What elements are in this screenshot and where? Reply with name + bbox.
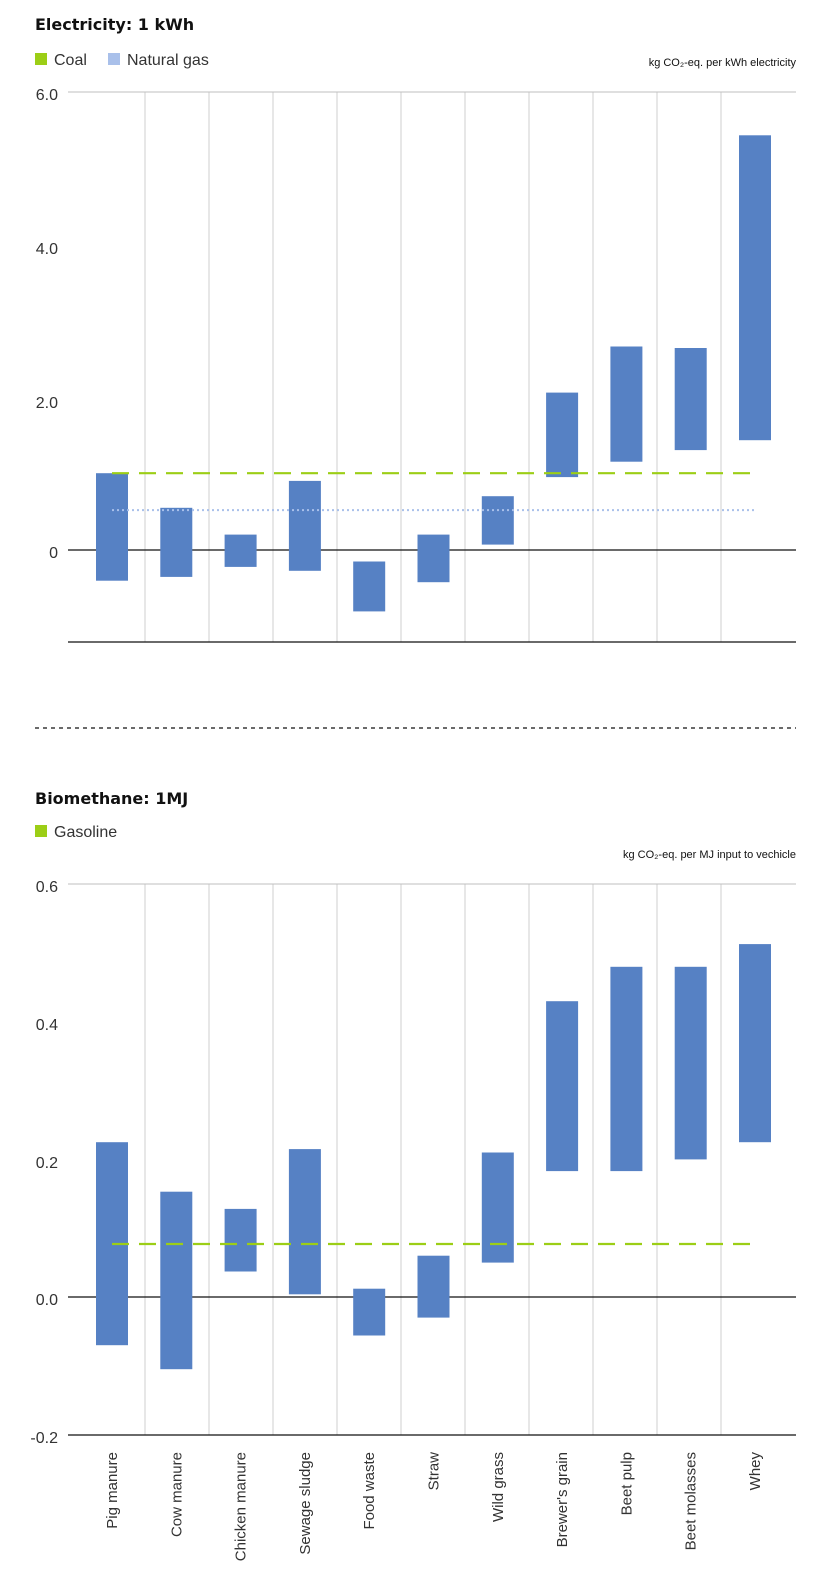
biomethane-ytick-neg-0-2: -0.2 xyxy=(30,1430,58,1447)
category-label-food-waste: Food waste xyxy=(361,1452,378,1530)
electricity-bar-straw xyxy=(417,534,450,583)
biomethane-gridlines xyxy=(144,884,722,1435)
biomethane-bar-wild-grass xyxy=(481,1152,514,1263)
biomethane-bar-brewer-s-grain xyxy=(546,1001,579,1172)
biomethane-bar-beet-molasses xyxy=(674,966,707,1160)
biomethane-ytick-0-0: 0.0 xyxy=(36,1292,58,1309)
electricity-bar-cow-manure xyxy=(160,507,193,577)
category-label-brewer-s-grain: Brewer's grain xyxy=(554,1452,571,1547)
natural-gas-legend-label: Natural gas xyxy=(127,52,209,69)
category-label-sewage-sludge: Sewage sludge xyxy=(297,1452,314,1555)
electricity-bar-chicken-manure xyxy=(224,534,257,567)
electricity-bar-wild-grass xyxy=(481,496,514,545)
biomethane-unit-label: kg CO₂-eq. per MJ input to vechicle xyxy=(623,849,796,861)
biomethane-chart-title: Biomethane: 1MJ xyxy=(35,789,188,808)
electricity-bar-brewer-s-grain xyxy=(546,392,579,478)
electricity-bar-beet-pulp xyxy=(610,346,643,462)
electricity-unit-label: kg CO₂-eq. per kWh electricity xyxy=(649,57,797,69)
electricity-ytick-4: 4.0 xyxy=(36,241,58,258)
electricity-ytick-6: 6.0 xyxy=(36,87,58,104)
biomethane-bar-chicken-manure xyxy=(224,1208,257,1272)
electricity-ytick-0: 0 xyxy=(49,545,58,562)
electricity-bar-food-waste xyxy=(353,561,386,612)
biomethane-bar-whey xyxy=(739,944,771,1143)
natural-gas-legend-swatch xyxy=(108,53,120,65)
category-label-pig-manure: Pig manure xyxy=(104,1452,121,1529)
category-label-cow-manure: Cow manure xyxy=(168,1452,185,1537)
biomethane-bar-cow-manure xyxy=(160,1191,193,1370)
electricity-reference-lines xyxy=(112,472,756,512)
electricity-chart-title: Electricity: 1 kWh xyxy=(35,15,194,34)
category-label-chicken-manure: Chicken manure xyxy=(233,1452,250,1561)
electricity-bar-sewage-sludge xyxy=(288,480,321,571)
category-labels: Pig manure Cow manure Chicken manure Sewage… xyxy=(104,1452,764,1562)
coal-legend-swatch xyxy=(35,53,47,65)
electricity-ytick-2: 2.0 xyxy=(36,395,58,412)
biomethane-ytick-0-2: 0.2 xyxy=(36,1155,58,1172)
category-label-whey: Whey xyxy=(747,1452,764,1491)
gasoline-legend-label: Gasoline xyxy=(54,824,117,841)
biomethane-bar-sewage-sludge xyxy=(288,1149,321,1295)
electricity-bars xyxy=(96,135,771,612)
biomethane-ytick-0-6: 0.6 xyxy=(36,879,58,896)
biomethane-bars xyxy=(96,944,771,1370)
electricity-bar-pig-manure xyxy=(96,473,128,581)
electricity-bar-beet-molasses xyxy=(674,348,707,451)
coal-legend-label: Coal xyxy=(54,52,87,69)
biomethane-bar-straw xyxy=(417,1255,450,1318)
electricity-panel: Electricity: 1 kWh Coal Natural gas kg C… xyxy=(35,15,797,643)
category-label-straw: Straw xyxy=(426,1452,443,1491)
biomethane-panel: Biomethane: 1MJ Gasoline kg CO₂-eq. per … xyxy=(30,789,796,1561)
biomethane-bar-beet-pulp xyxy=(610,966,643,1172)
category-label-beet-pulp: Beet pulp xyxy=(618,1452,635,1515)
electricity-bar-whey xyxy=(739,135,771,441)
category-label-wild-grass: Wild grass xyxy=(490,1452,507,1522)
category-label-beet-molasses: Beet molasses xyxy=(683,1452,700,1550)
gasoline-legend-swatch xyxy=(35,825,47,837)
biomethane-bar-food-waste xyxy=(353,1288,386,1336)
biomethane-ytick-0-4: 0.4 xyxy=(36,1017,58,1034)
